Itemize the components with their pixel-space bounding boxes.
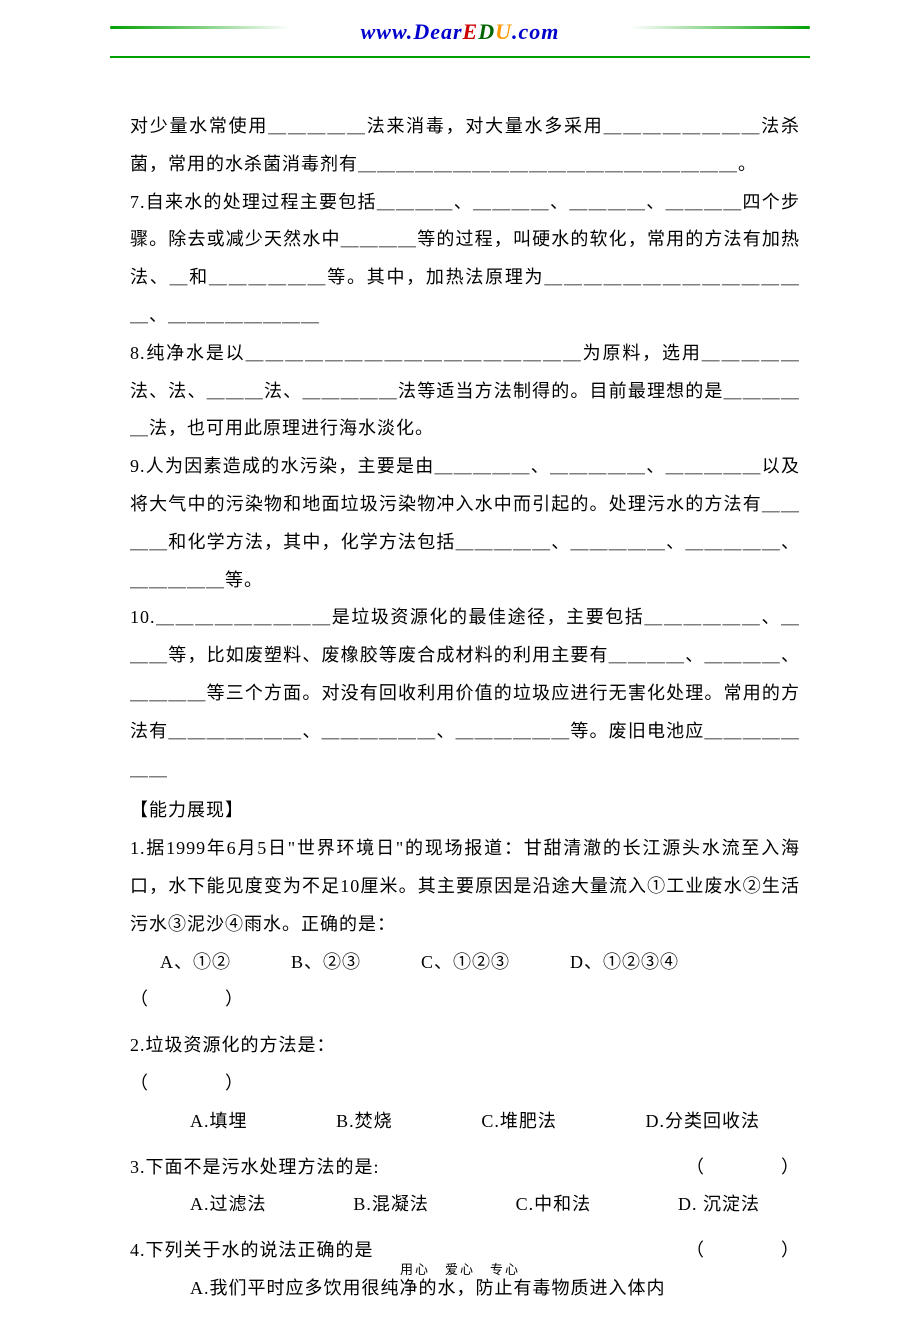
ability-q1: 1.据1999年6月5日"世界环境日"的现场报道：甘甜清澈的长江源头水流至入海口… [130, 830, 800, 1019]
q1-option-d: D、①②③④ [570, 944, 679, 982]
site-logo: www.DearEDU.com [361, 19, 560, 45]
page-footer: 用心 爱心 专心 [0, 1259, 920, 1278]
footer-text: 用心 爱心 专心 [400, 1262, 520, 1277]
logo-com: .com [512, 19, 559, 44]
question-7: 7.自来水的处理过程主要包括＿＿＿＿、＿＿＿＿、＿＿＿＿、＿＿＿＿四个步骤。除去… [130, 184, 800, 335]
q3-option-c: C.中和法 [516, 1186, 592, 1224]
logo-www: www. [361, 19, 414, 44]
ability-q1-text: 1.据1999年6月5日"世界环境日"的现场报道：甘甜清澈的长江源头水流至入海口… [130, 830, 800, 943]
section-title: 【能力展现】 [130, 792, 800, 830]
logo-e: E [463, 19, 479, 44]
q2-option-d: D.分类回收法 [646, 1103, 761, 1141]
question-8: 8.纯净水是以＿＿＿＿＿＿＿＿＿＿＿＿＿＿＿＿＿为原料，选用＿＿＿＿＿法、法、＿… [130, 335, 800, 448]
question-9: 9.人为因素造成的水污染，主要是由＿＿＿＿＿、＿＿＿＿＿、＿＿＿＿＿以及将大气中… [130, 448, 800, 599]
document-body: 对少量水常使用＿＿＿＿＿法来消毒，对大量水多采用＿＿＿＿＿＿＿＿法杀菌，常用的水… [0, 58, 920, 1336]
ability-q3-text: 3.下面不是污水处理方法的是:（ ） [130, 1149, 800, 1187]
q1-option-a: A、①② [160, 944, 231, 982]
q1-option-b: B、②③ [291, 944, 361, 982]
ability-q1-options: A、①② B、②③ C、①②③ D、①②③④ [130, 944, 800, 982]
question-10: 10.＿＿＿＿＿＿＿＿＿是垃圾资源化的最佳途径，主要包括＿＿＿＿＿＿、＿＿＿等，… [130, 599, 800, 788]
q1-option-c: C、①②③ [421, 944, 510, 982]
q2-option-b: B.焚烧 [336, 1103, 393, 1141]
q3-option-a: A.过滤法 [190, 1186, 267, 1224]
q3-paren: （ ） [686, 1149, 800, 1187]
ability-q2-text: 2.垃圾资源化的方法是： [130, 1027, 800, 1065]
q3-option-d: D. 沉淀法 [678, 1186, 760, 1224]
logo-u: U [495, 19, 512, 44]
header-decoration-right [630, 26, 810, 29]
q2-option-c: C.堆肥法 [481, 1103, 557, 1141]
q1-paren: （ ） [130, 981, 800, 1019]
ability-q2: 2.垃圾资源化的方法是： （ ） A.填埋 B.焚烧 C.堆肥法 D.分类回收法 [130, 1027, 800, 1140]
logo-d2: D [478, 19, 495, 44]
intro-line: 对少量水常使用＿＿＿＿＿法来消毒，对大量水多采用＿＿＿＿＿＿＿＿法杀菌，常用的水… [130, 108, 800, 184]
page-header: www.DearEDU.com [110, 8, 810, 58]
header-decoration-left [110, 26, 290, 29]
ability-q3: 3.下面不是污水处理方法的是:（ ） A.过滤法 B.混凝法 C.中和法 D. … [130, 1149, 800, 1225]
logo-d1: D [413, 19, 430, 44]
q3-option-b: B.混凝法 [353, 1186, 429, 1224]
logo-ear: ear [430, 19, 462, 44]
q2-option-a: A.填埋 [190, 1103, 248, 1141]
ability-q2-options: A.填埋 B.焚烧 C.堆肥法 D.分类回收法 [130, 1103, 800, 1141]
q2-paren: （ ） [130, 1065, 800, 1103]
ability-q3-options: A.过滤法 B.混凝法 C.中和法 D. 沉淀法 [130, 1186, 800, 1224]
